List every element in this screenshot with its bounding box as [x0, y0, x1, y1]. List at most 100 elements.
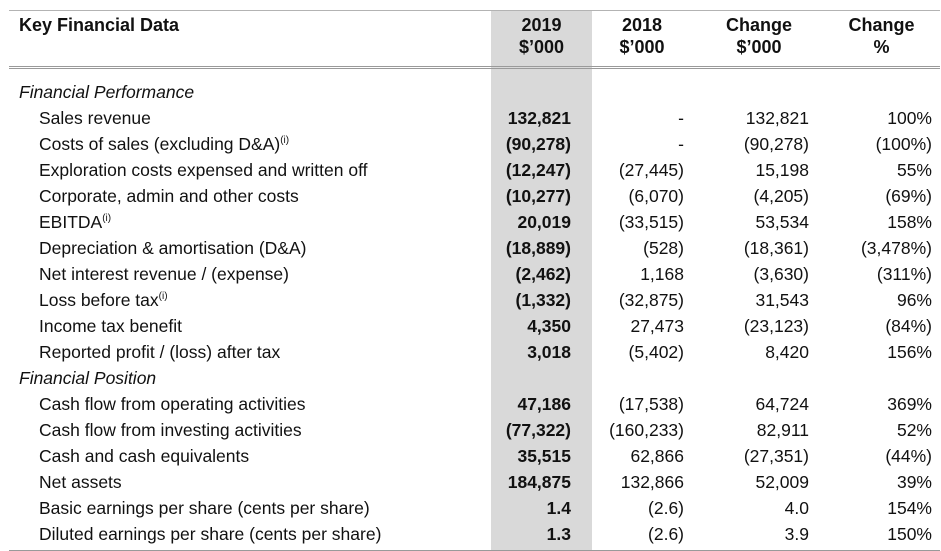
value-2018: -	[678, 108, 684, 128]
table-row: Cash flow from investing activities (77,3…	[9, 417, 940, 443]
table-row: Net assets 184,875 132,866 52,009 39%	[9, 469, 940, 495]
value-change: 82,911	[756, 420, 809, 440]
value-2018: (5,402)	[628, 342, 684, 362]
section-heading: Financial Performance	[19, 82, 195, 102]
value-change: 4.0	[784, 498, 809, 518]
value-change-percent: (69%)	[885, 186, 932, 206]
column-header-change-unit: $’000	[736, 37, 782, 57]
value-change: (23,123)	[743, 316, 809, 336]
row-label: Diluted earnings per share (cents per sh…	[39, 521, 381, 547]
row-label: Corporate, admin and other costs	[39, 183, 299, 209]
table-row: Depreciation & amortisation (D&A) (18,889…	[9, 235, 940, 261]
value-2018: (17,538)	[618, 394, 684, 414]
column-header-change-percent: Change %	[824, 14, 939, 58]
section-heading-row: Financial Performance	[9, 79, 940, 105]
value-change-percent: (84%)	[885, 316, 932, 336]
row-label-text: Income tax benefit	[39, 316, 182, 336]
value-2019: (1,332)	[515, 290, 571, 310]
row-label-text: Costs of sales (excluding D&A)	[39, 134, 281, 154]
table-title: Key Financial Data	[19, 15, 180, 35]
row-label-text: Basic earnings per share (cents per shar…	[39, 498, 370, 518]
value-change-percent: 154%	[887, 498, 932, 518]
value-change-percent: 156%	[887, 342, 932, 362]
table-row: Income tax benefit 4,350 27,473 (23,123) (84…	[9, 313, 940, 339]
row-label-text: EBITDA	[39, 212, 103, 232]
column-header-change-pct-label: Change	[848, 15, 915, 35]
row-label-text: Diluted earnings per share (cents per sh…	[39, 524, 382, 544]
value-2019: 1.3	[546, 524, 571, 544]
table-row: Corporate, admin and other costs (10,277)…	[9, 183, 940, 209]
key-financial-data-table: Key Financial Data 2019 $’000 2018 $’000…	[9, 10, 940, 551]
column-header-change-pct-unit: %	[873, 37, 890, 57]
value-change-percent: 96%	[896, 290, 932, 310]
value-2019: (10,277)	[505, 186, 571, 206]
row-label: EBITDA(i)	[39, 209, 111, 235]
value-change: (4,205)	[753, 186, 809, 206]
row-label: Loss before tax(i)	[39, 287, 168, 313]
value-2018: (33,515)	[618, 212, 684, 232]
value-change: 31,543	[755, 290, 809, 310]
value-change-percent: 100%	[887, 108, 932, 128]
value-change: (3,630)	[753, 264, 809, 284]
value-2018: 27,473	[630, 316, 684, 336]
row-label-text: Exploration costs expensed and written o…	[39, 160, 368, 180]
table-row: Reported profit / (loss) after tax 3,018 (…	[9, 339, 940, 365]
section-heading: Financial Position	[19, 368, 157, 388]
value-2019: 20,019	[517, 212, 571, 232]
column-header-2018-unit: $’000	[619, 37, 665, 57]
value-change-percent: (44%)	[885, 446, 932, 466]
value-2019: 35,515	[517, 446, 571, 466]
row-label: Depreciation & amortisation (D&A)	[39, 235, 306, 261]
value-2018: 132,866	[620, 472, 684, 492]
footnote-marker: (i)	[158, 291, 168, 302]
value-change-percent: (311%)	[876, 264, 932, 284]
row-label: Sales revenue	[39, 105, 151, 131]
value-2019: 184,875	[507, 472, 571, 492]
value-2019: (12,247)	[505, 160, 571, 180]
table-row: Net interest revenue / (expense) (2,462) 1…	[9, 261, 940, 287]
table-row: Costs of sales (excluding D&A)(i) (90,278…	[9, 131, 940, 157]
current-year-column-shading	[491, 10, 592, 551]
row-label-text: Reported profit / (loss) after tax	[39, 342, 281, 362]
value-2019: 3,018	[527, 342, 571, 362]
column-header-2019: 2019 $’000	[491, 14, 592, 58]
row-label: Basic earnings per share (cents per shar…	[39, 495, 370, 521]
table-row: Exploration costs expensed and written o…	[9, 157, 940, 183]
table-row: Sales revenue 132,821 - 132,821 100%	[9, 105, 940, 131]
value-change-percent: 52%	[896, 420, 932, 440]
value-2018: 62,866	[630, 446, 684, 466]
value-2018: (27,445)	[618, 160, 684, 180]
row-label: Exploration costs expensed and written o…	[39, 157, 367, 183]
footnote-marker: (i)	[102, 213, 112, 224]
value-2019: 1.4	[546, 498, 571, 518]
value-2018: (528)	[643, 238, 684, 258]
value-change: 8,420	[765, 342, 809, 362]
value-2018: 1,168	[640, 264, 684, 284]
column-header-change-amount: Change $’000	[704, 14, 814, 58]
value-change-percent: (100%)	[875, 134, 932, 154]
row-label: Cash flow from investing activities	[39, 417, 302, 443]
value-change-percent: 39%	[896, 472, 932, 492]
header-double-rule	[9, 66, 940, 72]
value-change: (27,351)	[743, 446, 809, 466]
value-2019: 4,350	[527, 316, 571, 336]
row-label-text: Cash flow from operating activities	[39, 394, 306, 414]
row-label-text: Corporate, admin and other costs	[39, 186, 299, 206]
row-label-text: Net assets	[39, 472, 122, 492]
top-rule	[9, 10, 940, 11]
table-row: Loss before tax(i) (1,332) (32,875) 31,543 9…	[9, 287, 940, 313]
value-change: 52,009	[755, 472, 809, 492]
value-2019: 47,186	[517, 394, 571, 414]
row-label-text: Cash flow from investing activities	[39, 420, 302, 440]
value-2019: (2,462)	[515, 264, 571, 284]
row-label-text: Depreciation & amortisation (D&A)	[39, 238, 307, 258]
value-2018: (2.6)	[648, 498, 684, 518]
value-change-percent: 55%	[896, 160, 932, 180]
row-label: Cash and cash equivalents	[39, 443, 249, 469]
value-change: 53,534	[755, 212, 809, 232]
value-change: (18,361)	[743, 238, 809, 258]
row-label-text: Cash and cash equivalents	[39, 446, 250, 466]
value-change: 15,198	[755, 160, 809, 180]
row-label: Net interest revenue / (expense)	[39, 261, 289, 287]
value-change-percent: (3,478%)	[860, 238, 932, 258]
